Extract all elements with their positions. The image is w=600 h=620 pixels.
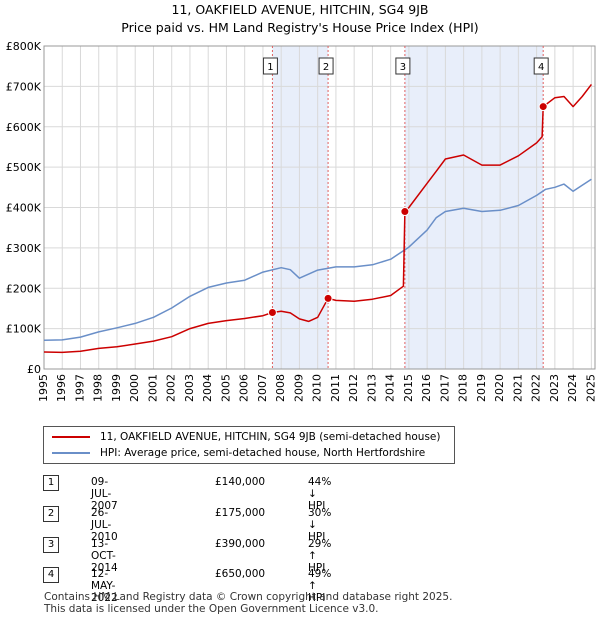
transaction-number-badge: 1 <box>43 475 59 491</box>
legend-swatch-property <box>52 436 90 438</box>
sale-point-2 <box>323 293 333 303</box>
x-tick-label: 2004 <box>201 374 214 402</box>
x-tick-label: 2005 <box>219 374 232 402</box>
legend-swatch-hpi <box>52 452 90 454</box>
transaction-date: 12-MAY-2022 <box>91 568 118 604</box>
transaction-number-badge: 2 <box>43 506 59 522</box>
legend-item-hpi: HPI: Average price, semi-detached house,… <box>52 447 425 459</box>
x-tick-label: 2017 <box>438 374 451 402</box>
legend-label-property: 11, OAKFIELD AVENUE, HITCHIN, SG4 9JB (s… <box>100 431 441 443</box>
x-tick-label: 2012 <box>347 374 360 402</box>
y-tick-label: £0 <box>27 363 41 376</box>
x-tick-label: 2014 <box>384 374 397 402</box>
marker-label-3: 3 <box>400 62 406 73</box>
transaction-date: 09-JUL-2007 <box>91 476 118 512</box>
marker-box-4 <box>533 57 549 75</box>
transaction-price: £140,000 <box>215 476 266 488</box>
transaction-hpi-diff: 29% ↑ HPI <box>308 538 332 574</box>
marker-label-1: 1 <box>267 62 273 73</box>
footer-licence: This data is licensed under the Open Gov… <box>44 603 379 615</box>
y-tick-label: £700K <box>6 80 42 93</box>
transaction-number-badge: 3 <box>43 537 59 553</box>
y-tick-label: £200K <box>6 282 42 295</box>
property-price-line <box>43 83 592 354</box>
y-tick-label: £500K <box>6 161 42 174</box>
legend-label-hpi: HPI: Average price, semi-detached house,… <box>100 447 426 459</box>
chart-subtitle: Price paid vs. HM Land Registry's House … <box>121 20 479 35</box>
hpi-line <box>43 178 592 342</box>
y-tick-label: £100K <box>6 323 42 336</box>
x-tick-label: 2002 <box>165 374 178 402</box>
chart-title: 11, OAKFIELD AVENUE, HITCHIN, SG4 9JB <box>171 2 429 17</box>
x-tick-label: 2020 <box>493 374 506 402</box>
x-tick-label: 2019 <box>475 374 488 402</box>
x-tick-label: 1999 <box>110 374 123 402</box>
x-tick-label: 2010 <box>311 374 324 402</box>
y-tick-label: £300K <box>6 242 42 255</box>
sale-point-3 <box>400 207 410 217</box>
transaction-price: £390,000 <box>215 538 266 550</box>
x-tick-label: 2018 <box>457 374 470 402</box>
sale-point-1 <box>267 307 277 317</box>
x-tick-label: 1996 <box>55 374 68 402</box>
transaction-number-badge: 4 <box>43 567 59 583</box>
marker-box-1 <box>262 57 278 75</box>
chart-legend: 11, OAKFIELD AVENUE, HITCHIN, SG4 9JB (s… <box>43 426 455 464</box>
x-tick-label: 2008 <box>274 374 287 402</box>
x-tick-label: 2021 <box>511 374 524 402</box>
x-tick-label: 2024 <box>566 374 579 402</box>
x-tick-label: 2015 <box>402 374 415 402</box>
transaction-price: £650,000 <box>215 568 266 580</box>
legend-item-property: 11, OAKFIELD AVENUE, HITCHIN, SG4 9JB (s… <box>52 431 440 443</box>
marker-label-2: 2 <box>323 62 329 73</box>
plot-border <box>43 45 596 370</box>
x-tick-label: 2001 <box>146 374 159 402</box>
x-tick-label: 1998 <box>92 374 105 402</box>
transaction-hpi-diff: 30% ↓ HPI <box>308 507 332 543</box>
y-tick-label: £800K <box>6 40 42 53</box>
transaction-hpi-diff: 44% ↓ HPI <box>308 476 332 512</box>
x-tick-label: 2009 <box>292 374 305 402</box>
x-tick-label: 2006 <box>238 374 251 402</box>
transaction-date: 13-OCT-2014 <box>91 538 118 574</box>
marker-box-2 <box>318 57 334 75</box>
x-tick-label: 2007 <box>256 374 269 402</box>
x-tick-label: 2011 <box>329 374 342 402</box>
x-tick-label: 2003 <box>183 374 196 402</box>
transaction-hpi-diff: 49% ↑ HPI <box>308 568 332 604</box>
x-tick-label: 2000 <box>128 374 141 402</box>
transaction-price: £175,000 <box>215 507 266 519</box>
x-tick-label: 2025 <box>584 374 597 402</box>
y-tick-label: £600K <box>6 121 42 134</box>
y-tick-label: £400K <box>6 202 42 215</box>
x-tick-label: 2023 <box>548 374 561 402</box>
x-tick-label: 1995 <box>37 374 50 402</box>
price-chart: £0 £100K £200K £300K £400K £500K £600K £700K £80… <box>6 40 598 402</box>
transaction-date: 26-JUL-2010 <box>91 507 118 543</box>
marker-box-3 <box>395 57 411 75</box>
footer-copyright: Contains HM Land Registry data © Crown c… <box>44 591 453 603</box>
x-tick-label: 1997 <box>73 374 86 402</box>
x-tick-label: 2016 <box>420 374 433 402</box>
x-tick-label: 2013 <box>365 374 378 402</box>
x-tick-label: 2022 <box>530 374 543 402</box>
marker-label-4: 4 <box>538 62 544 73</box>
sale-point-4 <box>538 102 548 112</box>
